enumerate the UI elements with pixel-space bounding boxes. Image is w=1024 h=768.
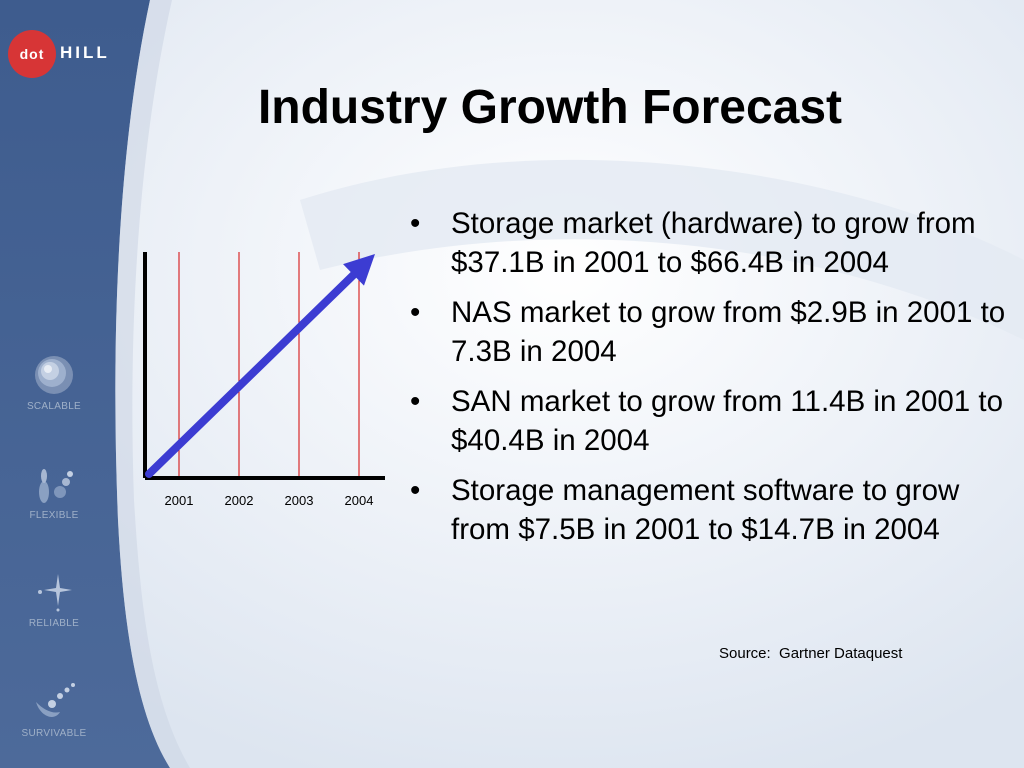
bullet-text: Storage management software to grow from… xyxy=(451,474,960,546)
badge-scalable: SCALABLE xyxy=(14,353,94,412)
badge-survivable: SURVIVABLE xyxy=(14,680,94,739)
growth-chart: 2001 2002 2003 2004 xyxy=(143,252,385,508)
bullet-text: SAN market to grow from 11.4B in 2001 to… xyxy=(451,385,1004,457)
sprout-icon xyxy=(39,469,73,503)
slide-title: Industry Growth Forecast xyxy=(257,81,843,134)
badge-reliable: RELIABLE xyxy=(14,570,94,629)
bullet-list: • Storage market (hardware) to grow from … xyxy=(406,204,1006,560)
comet-icon xyxy=(36,683,75,717)
bullet-text: Storage market (hardware) to grow from $… xyxy=(451,207,976,279)
bullet-text: NAS market to grow from $2.9B in 2001 to… xyxy=(451,296,1006,368)
spiral-icon xyxy=(35,356,73,394)
badge-label: FLEXIBLE xyxy=(29,510,79,521)
bullet-dot: • xyxy=(410,474,421,507)
badge-label: SCALABLE xyxy=(26,401,82,412)
tick-label-2003: 2003 xyxy=(285,493,314,508)
dothill-logo: dot HILL xyxy=(8,30,138,78)
bullet-dot: • xyxy=(410,207,421,240)
sparkle-icon xyxy=(38,574,72,612)
badge-label: SURVIVABLE xyxy=(21,728,87,739)
bullet-item: • Storage market (hardware) to grow from … xyxy=(406,204,1006,282)
bullet-dot: • xyxy=(410,385,421,418)
tick-label-2001: 2001 xyxy=(165,493,194,508)
bullet-item: • SAN market to grow from 11.4B in 2001 t… xyxy=(406,382,1006,460)
logo-circle: dot xyxy=(8,30,56,78)
bullet-item: • Storage management software to grow fro… xyxy=(406,471,1006,549)
badge-label: RELIABLE xyxy=(28,618,80,629)
growth-arrow-shaft xyxy=(145,270,358,478)
growth-arrow-head xyxy=(343,254,375,286)
badge-flexible: FLEXIBLE xyxy=(14,462,94,521)
bullet-item: • NAS market to grow from $2.9B in 2001 t… xyxy=(406,293,1006,371)
source-citation: Source: Gartner Dataquest xyxy=(719,645,903,662)
logo-wordmark: HILL xyxy=(60,43,110,62)
bullet-dot: • xyxy=(410,296,421,329)
tick-label-2004: 2004 xyxy=(345,493,374,508)
tick-label-2002: 2002 xyxy=(225,493,254,508)
